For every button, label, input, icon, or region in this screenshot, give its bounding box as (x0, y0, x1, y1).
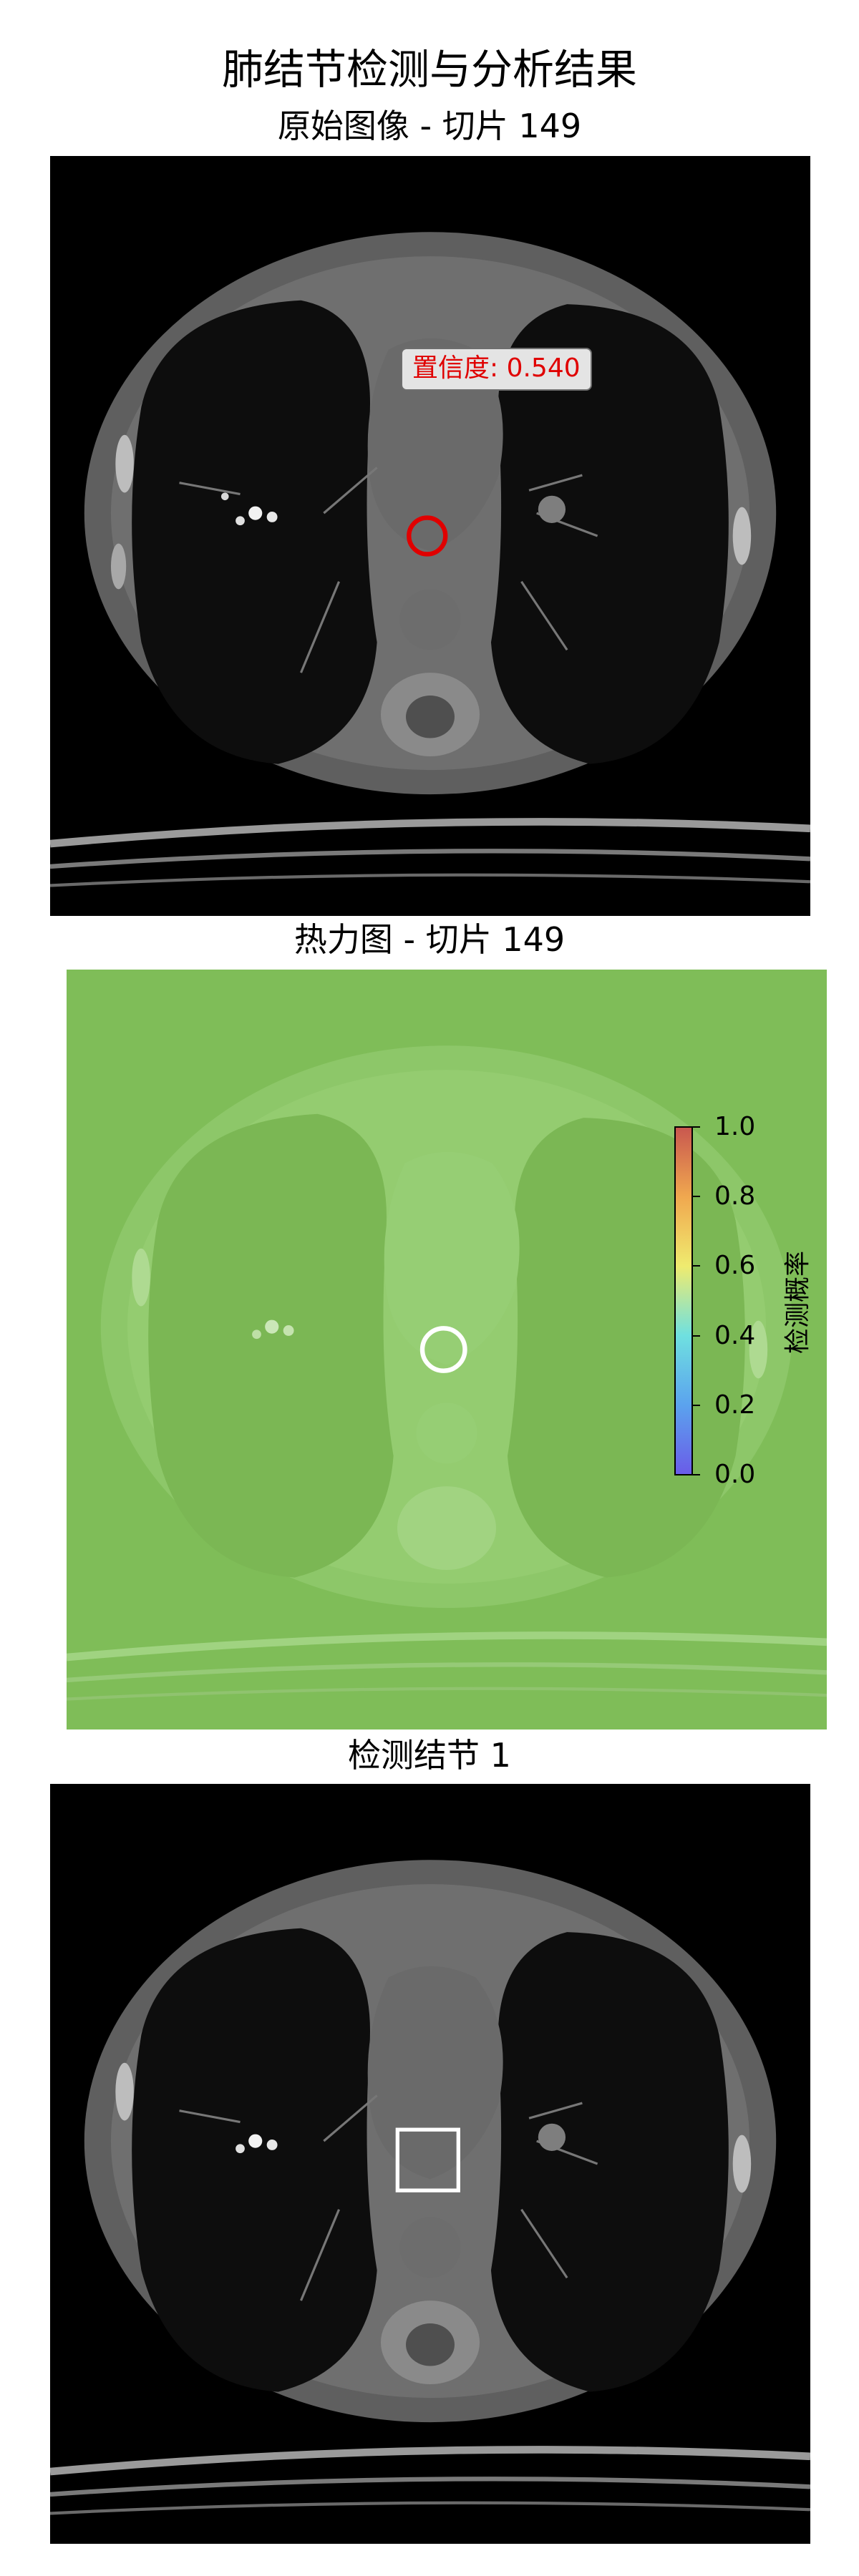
colorbar-tick-label: 0.4 (714, 1321, 756, 1350)
colorbar-tick-label: 0.2 (714, 1390, 756, 1420)
colorbar-tick (691, 1474, 700, 1475)
heatmap-title: 热力图 - 切片 149 (293, 920, 566, 959)
colorbar-tick (691, 1405, 700, 1406)
figure-title: 肺结节检测与分析结果 (221, 45, 637, 94)
nodule-ct-drawing (50, 1784, 810, 2544)
colorbar-tick (691, 1196, 700, 1197)
colorbar-tick (691, 1335, 700, 1337)
ct-scan-drawing (50, 156, 810, 916)
original-ct-image (50, 156, 810, 916)
colorbar-tick-label: 1.0 (714, 1112, 756, 1141)
colorbar-tick (691, 1265, 700, 1267)
colorbar-tick-label: 0.6 (714, 1251, 756, 1280)
heatmap-drawing (67, 970, 827, 1729)
colorbar-tick-label: 0.8 (714, 1181, 756, 1211)
detected-nodule-title: 检测结节 1 (348, 1736, 511, 1775)
colorbar (674, 1126, 693, 1475)
colorbar-tick-label: 0.0 (714, 1460, 756, 1489)
original-image-title: 原始图像 - 切片 149 (277, 107, 582, 145)
confidence-annotation: 置信度: 0.540 (401, 348, 592, 391)
heatmap-image (67, 970, 827, 1729)
colorbar-tick (691, 1126, 700, 1128)
colorbar-title: 检测概率 (783, 1250, 812, 1355)
detected-nodule-image (50, 1784, 810, 2544)
